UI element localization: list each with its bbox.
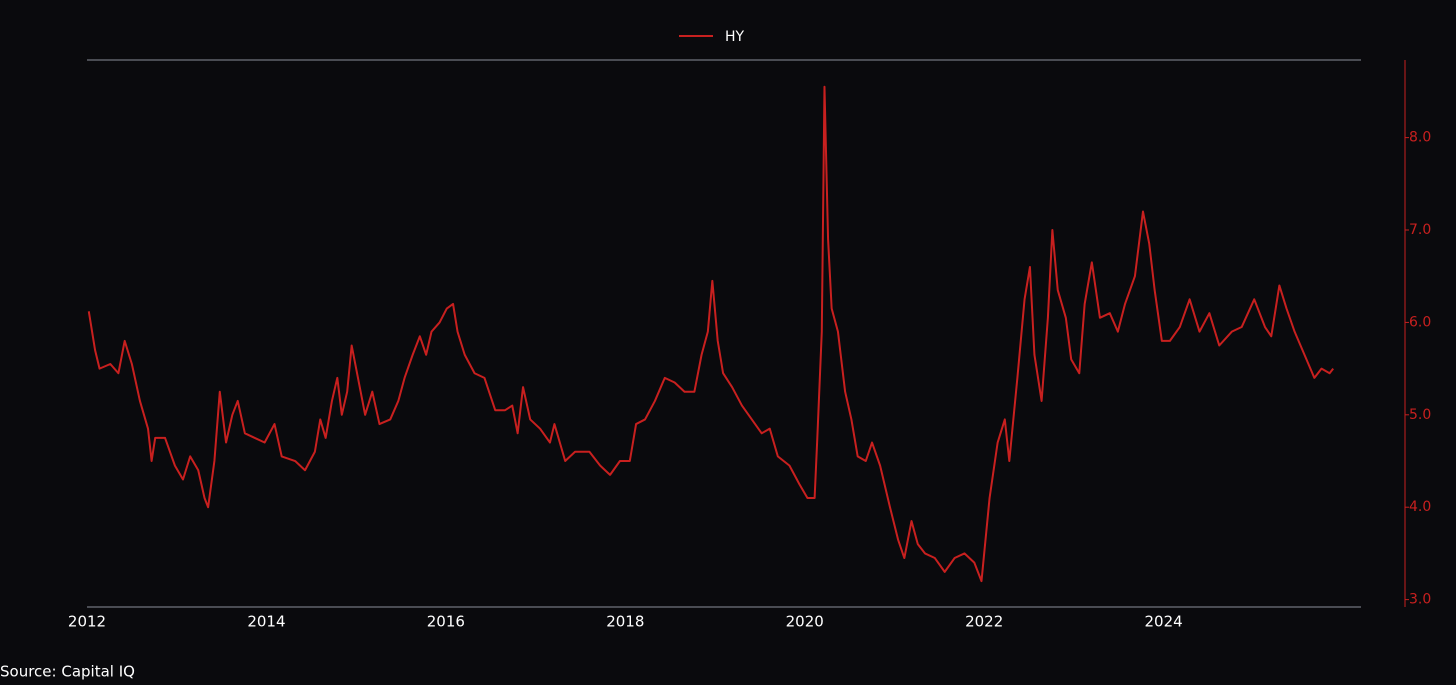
x-tick-label: 2018 bbox=[606, 613, 644, 631]
x-tick-label: 2012 bbox=[68, 613, 106, 631]
x-tick-label: 2020 bbox=[786, 613, 824, 631]
y-tick-label: 7.0 bbox=[1409, 222, 1431, 238]
x-tick-label: 2014 bbox=[247, 613, 285, 631]
y-tick-label: 8.0 bbox=[1409, 130, 1431, 146]
line-series bbox=[87, 85, 1334, 583]
y-tick-label: 3.0 bbox=[1409, 592, 1431, 608]
legend-label: HY bbox=[725, 29, 745, 45]
y-tick-label: 4.0 bbox=[1409, 499, 1431, 515]
x-tick-label: 2024 bbox=[1145, 613, 1183, 631]
y-tick-label: 5.0 bbox=[1409, 407, 1431, 423]
source-note: Source: Capital IQ bbox=[0, 663, 135, 681]
y-tick-label: 6.0 bbox=[1409, 314, 1431, 330]
x-tick-label: 2022 bbox=[965, 613, 1003, 631]
x-tick-label: 2016 bbox=[427, 613, 465, 631]
